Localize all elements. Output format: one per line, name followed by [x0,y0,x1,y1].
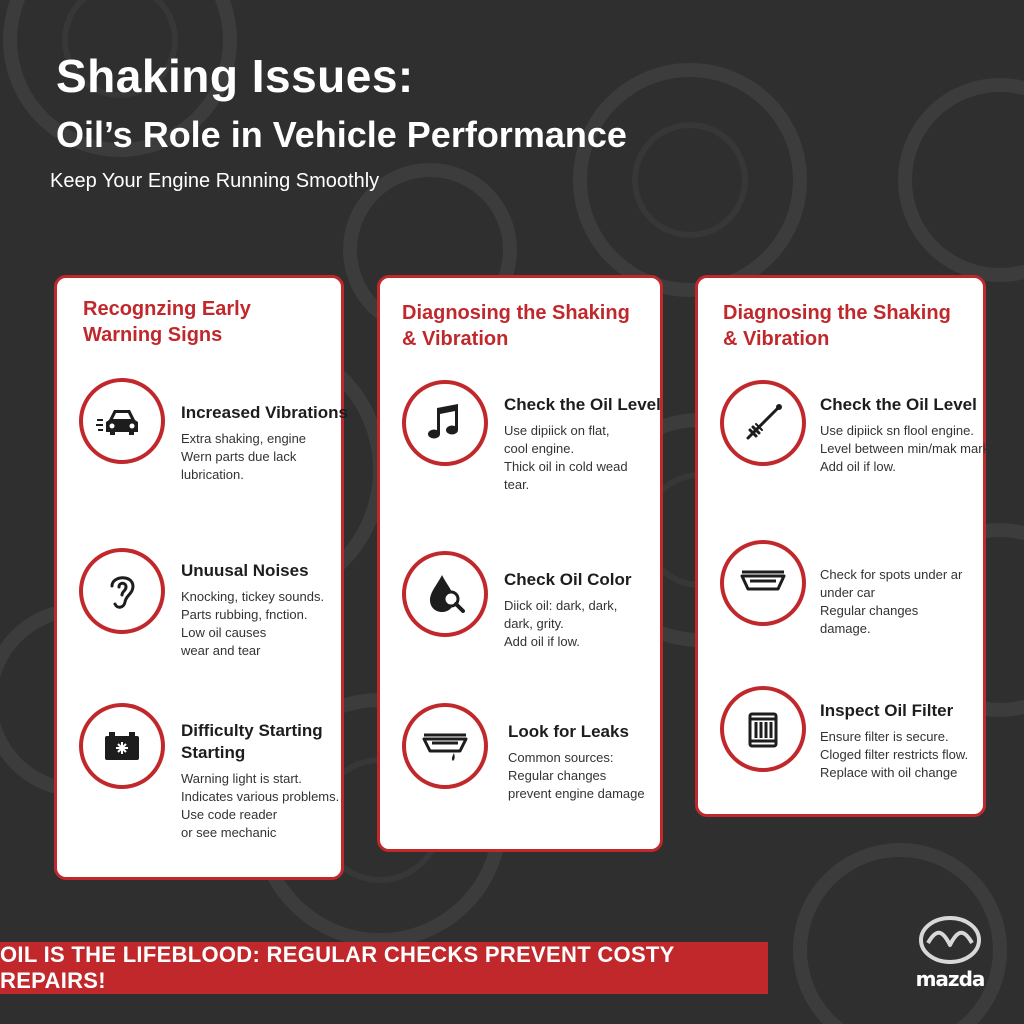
header: Shaking Issues: Oil’s Role in Vehicle Pe… [50,48,627,194]
logo-text: mazda [915,967,986,991]
page-subtitle: Oil’s Role in Vehicle Performance [56,114,627,155]
dipstick-icon [720,380,806,466]
oil-drop-magnifier-icon [402,551,488,637]
mazda-logo: mazda [900,915,1000,1005]
card-title: Diagnosing the Shaking & Vibration [723,302,951,350]
card-warning-signs: Recognzing Early Warning Signs Increased… [54,275,348,880]
item-description: Extra shaking, engine Wern parts due lack… [181,431,307,482]
oil-pan-icon [720,540,806,626]
item-title: Check the Oil Level [504,395,661,414]
item-description: Use dipiick on flat, cool engine. Thick oi… [504,423,628,492]
item-description: Use dipiick sn flool engine. Level betwee… [820,423,990,474]
music-note-icon [402,380,488,466]
item-description: Diick oil: dark, dark, dark, grity. Add oi… [504,598,618,649]
item-description: Check for spots under ar under car Regular… [820,567,963,636]
card-title: Diagnosing the Shaking & Vibration [402,302,630,350]
card-diagnosing-1: Diagnosing the Shaking & Vibration Check… [377,275,663,852]
item-title: Check Oil Color [504,570,632,589]
bottom-banner: OIL IS THE LIFEBLOOD: REGULAR CHECKS PRE… [0,942,768,994]
battery-icon [79,703,165,789]
card-title: Recognzing Early Warning Signs [83,298,251,346]
ear-icon [79,548,165,634]
card-diagnosing-2: Diagnosing the Shaking & Vibration Check… [695,275,990,817]
item-title: Increased Vibrations [181,403,348,422]
item-title: Difficulty Starting Starting [181,721,323,762]
item-description: Warning light is start. Indicates various… [181,771,340,840]
page-tagline: Keep Your Engine Running Smoothly [50,170,380,192]
item-title: Inspect Oil Filter [820,701,954,720]
item-title: Check the Oil Level [820,395,977,414]
oil-pan-leak-icon [402,703,488,789]
car-icon [79,378,165,464]
banner-text: OIL IS THE LIFEBLOOD: REGULAR CHECKS PRE… [0,942,675,993]
item-title: Look for Leaks [508,722,629,741]
mazda-emblem-icon [919,916,981,964]
item-description: Knocking, tickey sounds. Parts rubbing, f… [181,589,325,658]
item-description: Ensure filter is secure. Cloged filter re… [820,729,969,780]
item-description: Common sources: Regular changes prevent en… [508,750,645,801]
item-title: Unuusal Noises [181,561,309,580]
page-title: Shaking Issues: [56,50,414,102]
oil-filter-icon [720,686,806,772]
